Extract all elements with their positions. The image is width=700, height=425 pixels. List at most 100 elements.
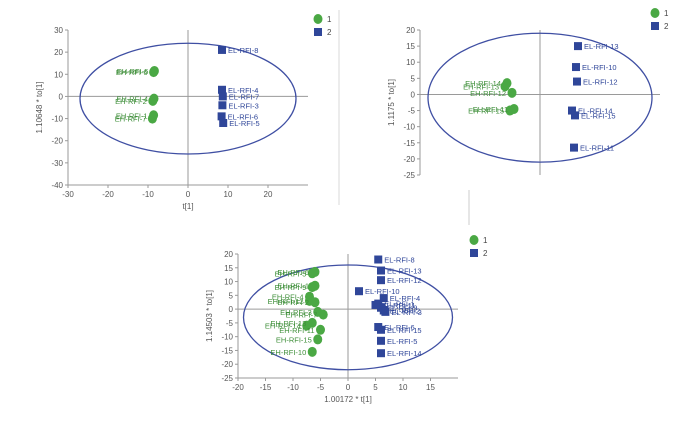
x-tick-label: 0 <box>186 190 191 199</box>
el-point-label: EL-RFI-11 <box>382 301 416 310</box>
el-point <box>377 349 385 358</box>
legend-label-2: 2 <box>483 249 488 258</box>
y-tick-label: 10 <box>406 58 415 67</box>
y-tick-label: -15 <box>221 346 233 355</box>
el-point-label: EL-RFI-6 <box>228 112 258 121</box>
el-point <box>574 42 582 51</box>
eh-point-label: EH-RFI-9 <box>275 283 307 292</box>
el-point <box>377 325 385 334</box>
el-point-label: EL-RFI-13 <box>584 42 619 51</box>
el-point <box>217 112 226 121</box>
legend-eh-marker <box>469 235 479 245</box>
x-tick-label: 20 <box>264 190 273 199</box>
y-tick-label: -5 <box>408 107 416 116</box>
eh-point <box>310 266 320 277</box>
y-tick-label: 20 <box>406 26 415 35</box>
y-tick-label: -20 <box>221 360 233 369</box>
y-tick-label: 10 <box>224 278 233 287</box>
legend-el-marker <box>470 249 478 257</box>
el-point <box>572 63 580 72</box>
legend-el-marker <box>651 22 659 30</box>
eh-point <box>502 78 512 89</box>
el-point-label: EL-RFI-4 <box>390 294 420 303</box>
x-tick-label: 10 <box>399 383 408 392</box>
el-point <box>218 92 227 101</box>
el-point-label: EL-RFI-10 <box>365 287 400 296</box>
eh-point-label: EH-RFI-4 <box>116 95 148 104</box>
y-tick-label: 20 <box>224 250 233 259</box>
el-point <box>218 85 226 94</box>
el-point-label: EL-RFI-14 <box>578 107 613 116</box>
y-tick-label: -25 <box>403 171 415 180</box>
el-point-label: EL-RFI-4 <box>228 86 258 95</box>
legend-label-1: 1 <box>327 15 332 24</box>
eh-point-label: EH-RFI-12 <box>268 297 304 306</box>
el-point-label: EL-RFI-3 <box>391 308 421 317</box>
eh-point-label: EH-RFI-15 <box>468 107 504 116</box>
el-point <box>377 336 385 345</box>
el-point-label: EL-RFI-8 <box>228 46 258 55</box>
legend: 12 <box>650 8 669 31</box>
y-tick-label: 0 <box>229 305 234 314</box>
y-tick-label: 0 <box>411 90 416 99</box>
y-axis-title: 1.14503 * to[1] <box>205 290 214 342</box>
el-point-label: EL-RFI-12 <box>583 78 618 87</box>
eh-point-label: EH-RFI-14 <box>265 322 301 331</box>
eh-point-label: EH-RFI-12 <box>470 89 506 98</box>
el-point <box>379 294 388 303</box>
legend-label-2: 2 <box>664 22 669 31</box>
el-point <box>381 307 390 316</box>
score-plot-2: 20 15 10 5 0 -5 -10 -15 -20 -25 1.1175 * to[1] EH-R… <box>387 8 669 180</box>
el-point <box>571 111 579 120</box>
legend: 12 <box>469 235 488 258</box>
eh-point-label: EH-RFI-11 <box>473 105 508 114</box>
el-point-label: EL-RFI-11 <box>580 144 614 153</box>
legend-eh-marker <box>313 14 323 24</box>
y-tick-label: -30 <box>51 159 63 168</box>
el-point-label: EL-RFI-14 <box>387 349 422 358</box>
eh-point-label: EH-RFI-1 <box>116 111 148 120</box>
legend-label-2: 2 <box>327 28 332 37</box>
el-point <box>573 77 581 86</box>
x-tick-label: 10 <box>224 190 233 199</box>
x-axis-title: t[1] <box>182 202 193 211</box>
x-tick-label: 5 <box>373 383 378 392</box>
eh-point-label: EH-RFI-1 <box>277 282 309 291</box>
eh-point-label: EH-RFI-11 <box>279 326 314 335</box>
x-tick-label: -10 <box>142 190 154 199</box>
el-point <box>219 119 228 127</box>
eh-point-label: EH-RFI-10 <box>270 348 306 357</box>
y-tick-label: 15 <box>224 264 233 273</box>
el-point-label: EL-RFI-5 <box>387 337 417 346</box>
y-tick-label: -25 <box>221 374 233 383</box>
eh-point-label: EH-RFI-2 <box>277 298 309 307</box>
eh-point <box>149 93 159 104</box>
y-tick-label: -15 <box>403 139 415 148</box>
eh-point-label: EH-RFI-14 <box>465 79 501 88</box>
y-tick-label: 15 <box>406 42 415 51</box>
y-tick-label: 5 <box>411 74 416 83</box>
confidence-ellipse <box>427 32 653 163</box>
x-tick-label: -20 <box>232 383 244 392</box>
y-tick-label: 10 <box>54 70 63 79</box>
el-point <box>377 266 385 275</box>
legend-el-marker <box>314 28 322 36</box>
el-point-label: EL-RFI-1 <box>384 300 414 309</box>
eh-point-label: EH-RFI-5 <box>117 67 149 76</box>
el-point <box>568 106 576 115</box>
el-point-label: EL-RFI-10 <box>582 63 617 72</box>
el-point-label: EL-RFI-15 <box>581 111 616 120</box>
eh-point <box>507 87 517 98</box>
el-point-label: EL-RFI-6 <box>384 323 414 332</box>
el-point-label: EL-RFI-7 <box>229 92 259 101</box>
x-tick-label: -10 <box>287 383 299 392</box>
eh-point <box>149 110 159 121</box>
el-point <box>374 255 383 264</box>
y-tick-label: 5 <box>229 291 234 300</box>
y-tick-label: -10 <box>51 115 63 124</box>
el-point-label: EL-RFI-2 <box>390 306 420 315</box>
eh-point-label: EH-RFI-6 <box>116 68 148 77</box>
eh-point <box>509 103 519 114</box>
el-point <box>355 287 363 296</box>
